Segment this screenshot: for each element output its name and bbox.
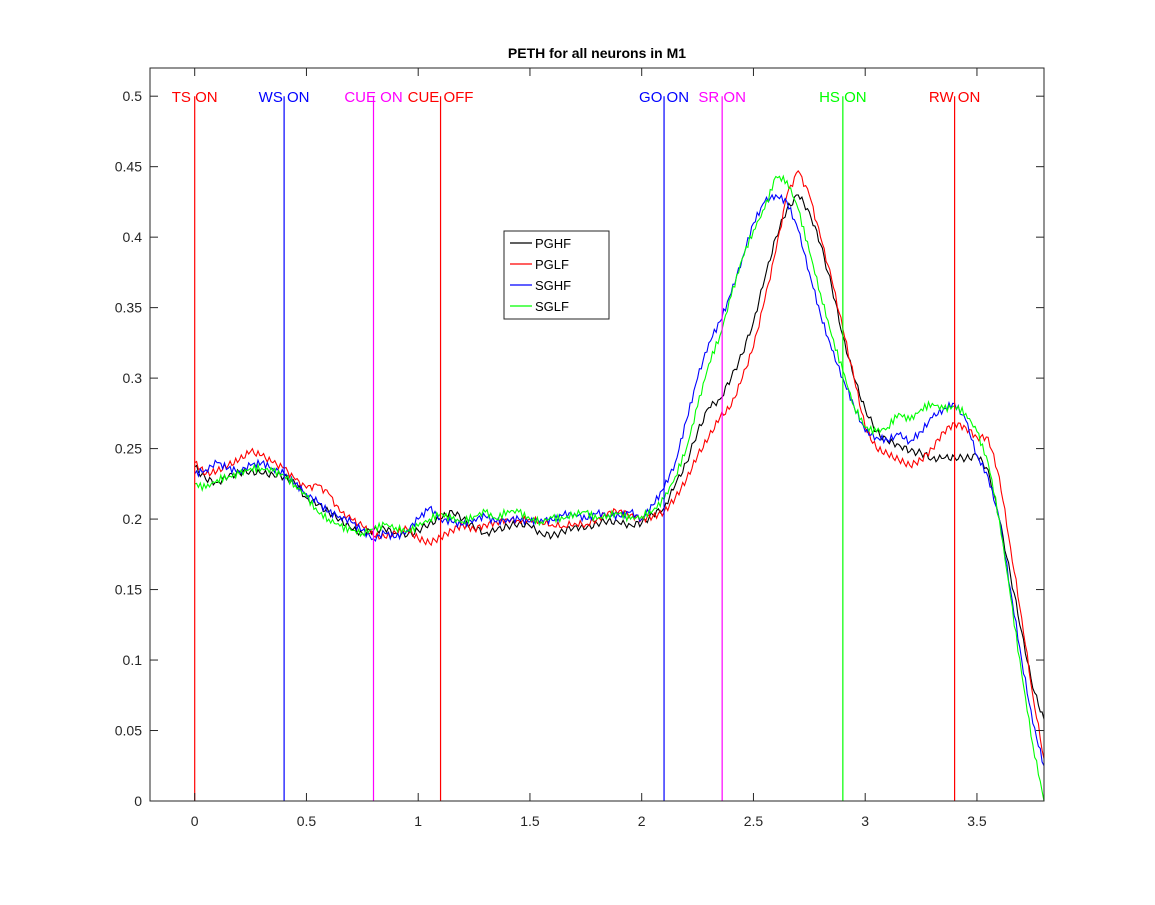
plot-area bbox=[150, 68, 1044, 801]
y-tick-label: 0.4 bbox=[123, 229, 143, 245]
event-label-go-on: GO ON bbox=[639, 89, 689, 106]
legend-box bbox=[503, 230, 610, 320]
y-tick-label: 0.3 bbox=[123, 370, 143, 386]
event-label-cue-on: CUE ON bbox=[344, 89, 402, 106]
legend-label-pghf: PGHF bbox=[535, 236, 571, 251]
x-tick-label: 1.5 bbox=[520, 813, 540, 829]
y-tick-label: 0.25 bbox=[115, 441, 142, 457]
x-tick-label: 0 bbox=[191, 813, 199, 829]
x-tick-label: 0.5 bbox=[297, 813, 317, 829]
event-label-sr-on: SR ON bbox=[698, 89, 746, 106]
y-tick-label: 0.45 bbox=[115, 159, 142, 175]
event-label-cue-off: CUE OFF bbox=[408, 89, 474, 106]
series-line-pglf bbox=[194, 170, 1045, 759]
y-tick-label: 0.35 bbox=[115, 300, 142, 316]
chart-title: PETH for all neurons in M1 bbox=[508, 45, 686, 61]
series-line-sghf bbox=[194, 193, 1045, 767]
series-lines bbox=[194, 170, 1045, 802]
x-tick-label: 1 bbox=[414, 813, 422, 829]
x-tick-label: 2.5 bbox=[744, 813, 764, 829]
event-label-ts-on: TS ON bbox=[172, 89, 218, 106]
event-markers: TS ON WS ON CUE ON CUE OFF GO ON SR ON HS ON RW… bbox=[172, 89, 980, 801]
axes: 0 0.5 1 1.5 2 2.5 3 3.5 0 0.05 0.1 0.15 0.2 0.25 0.3 0.… bbox=[115, 68, 1044, 829]
event-label-rw-on: RW ON bbox=[929, 89, 980, 106]
plot-frame bbox=[149, 67, 1045, 802]
legend-label-sglf: SGLF bbox=[535, 299, 569, 314]
y-tick-label: 0.2 bbox=[123, 511, 143, 527]
x-tick-label: 3.5 bbox=[967, 813, 987, 829]
y-tick-label: 0.5 bbox=[123, 88, 143, 104]
y-tick-label: 0 bbox=[134, 793, 142, 809]
legend: PGHF PGLF SGHF SGLF bbox=[503, 230, 610, 320]
y-tick-label: 0.05 bbox=[115, 723, 142, 739]
x-tick-label: 2 bbox=[638, 813, 646, 829]
event-label-ws-on: WS ON bbox=[259, 89, 310, 106]
legend-label-sghf: SGHF bbox=[535, 278, 571, 293]
series-line-sglf bbox=[194, 174, 1045, 802]
x-tick-label: 3 bbox=[861, 813, 869, 829]
legend-label-pglf: PGLF bbox=[535, 257, 569, 272]
y-tick-label: 0.15 bbox=[115, 582, 142, 598]
y-tick-label: 0.1 bbox=[123, 652, 143, 668]
event-label-hs-on: HS ON bbox=[819, 89, 867, 106]
series-line-pghf bbox=[194, 194, 1045, 720]
